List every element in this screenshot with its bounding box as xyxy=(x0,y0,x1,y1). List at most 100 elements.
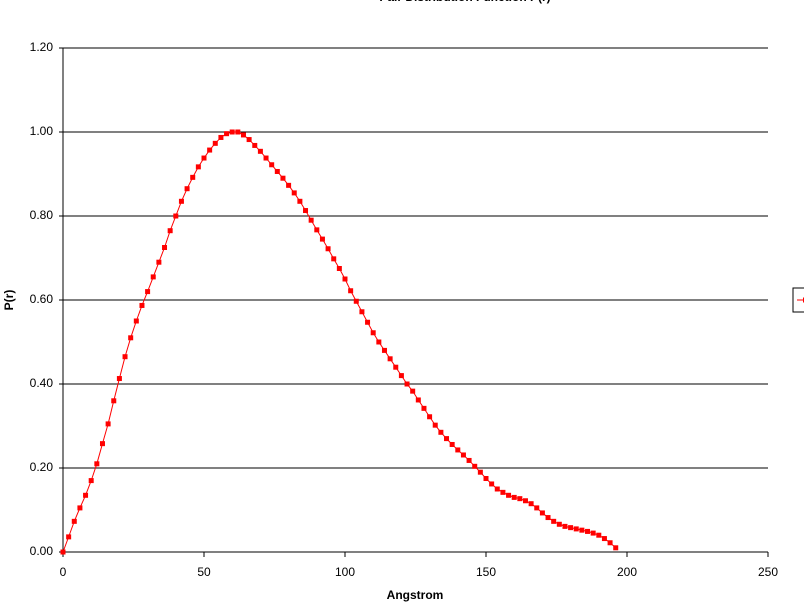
data-point xyxy=(483,476,489,481)
data-point xyxy=(156,259,162,265)
data-point xyxy=(545,515,551,521)
x-tick-label: 150 xyxy=(476,565,496,579)
data-point xyxy=(438,429,444,435)
data-point xyxy=(342,276,348,282)
x-tick-label: 250 xyxy=(758,565,778,579)
data-point xyxy=(449,441,455,447)
data-point xyxy=(280,175,286,181)
data-point xyxy=(511,494,517,500)
data-point xyxy=(303,208,309,214)
y-tick-label: 1.00 xyxy=(30,124,54,138)
data-point xyxy=(195,164,201,170)
data-point xyxy=(319,236,325,242)
data-point xyxy=(506,492,512,498)
y-tick-label: 0.20 xyxy=(30,460,54,474)
data-point xyxy=(308,217,314,223)
data-point xyxy=(122,354,128,360)
data-point xyxy=(286,182,292,188)
data-point xyxy=(297,198,303,204)
data-point xyxy=(274,168,280,174)
data-point xyxy=(477,469,483,475)
series-line xyxy=(62,131,617,553)
data-point xyxy=(573,526,579,532)
data-point xyxy=(528,501,534,507)
data-point xyxy=(201,155,207,161)
data-point xyxy=(551,518,557,524)
data-point xyxy=(235,129,241,135)
data-point xyxy=(291,190,297,196)
data-point xyxy=(393,364,399,370)
data-point xyxy=(150,274,156,280)
y-tick-label: 0.40 xyxy=(30,376,54,390)
data-point xyxy=(77,505,83,511)
data-point xyxy=(421,405,427,411)
data-point xyxy=(539,510,545,516)
data-point xyxy=(579,527,585,533)
data-point xyxy=(472,463,478,469)
data-point xyxy=(240,132,246,138)
data-point xyxy=(66,534,72,540)
x-tick-label: 100 xyxy=(335,565,355,579)
data-point xyxy=(331,256,337,262)
data-point xyxy=(601,536,607,542)
data-point xyxy=(607,540,613,546)
data-point xyxy=(353,298,359,304)
data-point xyxy=(99,441,105,447)
data-point xyxy=(585,528,591,534)
data-point xyxy=(190,174,196,180)
x-tick-label: 50 xyxy=(197,565,211,579)
data-point xyxy=(133,318,139,324)
data-point xyxy=(596,532,602,538)
data-point xyxy=(489,481,495,487)
data-point xyxy=(252,142,258,148)
data-point xyxy=(162,245,168,250)
data-point xyxy=(60,549,66,555)
data-point xyxy=(348,288,354,294)
data-point xyxy=(404,381,410,387)
data-point xyxy=(534,505,540,511)
data-point xyxy=(105,421,111,427)
data-point xyxy=(466,457,472,463)
data-point xyxy=(263,155,269,161)
data-point xyxy=(376,339,382,345)
data-point xyxy=(415,397,421,403)
data-point xyxy=(116,376,122,382)
data-point xyxy=(246,137,252,143)
data-point xyxy=(207,147,213,153)
data-point xyxy=(167,228,173,234)
data-point xyxy=(500,489,506,495)
data-point xyxy=(568,525,574,531)
data-point xyxy=(139,302,145,308)
x-tick-label: 0 xyxy=(60,565,67,579)
data-point xyxy=(88,478,94,484)
data-point xyxy=(257,148,263,154)
data-point xyxy=(562,523,568,529)
data-point xyxy=(432,422,438,428)
x-axis-label: Angstrom xyxy=(387,588,444,602)
data-point xyxy=(556,521,562,527)
data-point xyxy=(145,289,151,295)
data-point xyxy=(173,213,179,219)
data-point xyxy=(427,414,433,420)
data-point xyxy=(325,246,331,252)
data-point xyxy=(314,227,320,233)
y-tick-label: 1.20 xyxy=(30,40,54,54)
data-point xyxy=(494,486,500,492)
y-tick-label: 0.60 xyxy=(30,292,54,306)
data-point xyxy=(359,309,365,315)
data-point xyxy=(522,498,528,504)
data-point xyxy=(212,140,218,146)
data-point xyxy=(455,447,461,453)
data-point xyxy=(83,492,89,498)
data-point xyxy=(336,266,342,271)
y-axis-label: P(r) xyxy=(2,290,16,311)
data-point xyxy=(365,319,371,325)
y-tick-label: 0.80 xyxy=(30,208,54,222)
data-point xyxy=(460,452,466,458)
data-point xyxy=(178,198,184,204)
data-point xyxy=(517,496,523,502)
data-point xyxy=(128,335,134,341)
data-point xyxy=(111,398,117,404)
data-point xyxy=(387,356,393,362)
